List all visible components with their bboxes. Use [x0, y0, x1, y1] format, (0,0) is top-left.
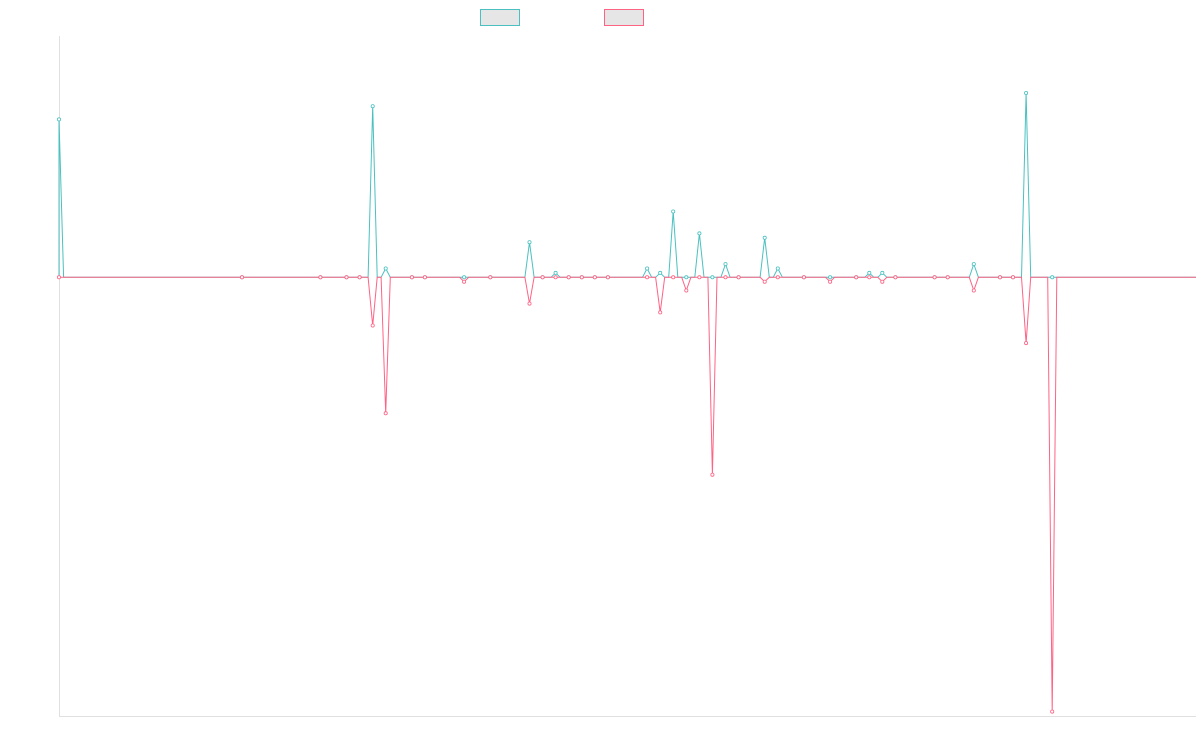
data-point-s1-19[interactable]: [658, 270, 663, 275]
data-point-s2-6[interactable]: [383, 411, 388, 416]
data-point-s1-18[interactable]: [645, 266, 650, 271]
data-point-s1-32[interactable]: [880, 270, 885, 275]
data-point-s2-24[interactable]: [723, 275, 728, 280]
data-point-s1-13[interactable]: [553, 270, 558, 275]
data-point-s2-8[interactable]: [422, 275, 427, 280]
data-point-s2-26[interactable]: [762, 279, 767, 284]
data-point-s2-27[interactable]: [775, 275, 780, 280]
data-point-s2-4[interactable]: [357, 275, 362, 280]
legend-swatch-series-1[interactable]: [480, 9, 520, 26]
data-point-s1-9[interactable]: [462, 275, 467, 280]
data-point-s2-20[interactable]: [671, 275, 676, 280]
data-point-s2-9[interactable]: [462, 279, 467, 284]
data-point-s1-26[interactable]: [762, 235, 767, 240]
data-point-s1-36[interactable]: [971, 262, 976, 267]
data-point-s2-1[interactable]: [239, 275, 244, 280]
data-point-s2-38[interactable]: [1011, 275, 1016, 280]
data-point-s2-11[interactable]: [527, 301, 532, 306]
data-point-s1-6[interactable]: [383, 266, 388, 271]
data-point-s2-5[interactable]: [370, 323, 375, 328]
data-point-s1-23[interactable]: [710, 275, 715, 280]
data-point-s2-14[interactable]: [566, 275, 571, 280]
data-point-s2-25[interactable]: [736, 275, 741, 280]
data-point-s2-34[interactable]: [932, 275, 937, 280]
data-point-s2-18[interactable]: [645, 275, 650, 280]
data-point-s2-10[interactable]: [488, 275, 493, 280]
data-point-s2-32[interactable]: [880, 279, 885, 284]
data-point-s2-29[interactable]: [828, 279, 833, 284]
data-point-s2-33[interactable]: [893, 275, 898, 280]
data-point-s2-15[interactable]: [579, 275, 584, 280]
data-point-s2-39[interactable]: [1024, 341, 1029, 346]
data-point-s1-0[interactable]: [57, 117, 62, 122]
data-point-s2-21[interactable]: [684, 288, 689, 293]
data-point-s1-39[interactable]: [1024, 91, 1029, 96]
data-point-s2-31[interactable]: [867, 275, 872, 280]
data-point-s1-21[interactable]: [684, 275, 689, 280]
data-point-s1-27[interactable]: [775, 266, 780, 271]
data-point-s2-19[interactable]: [658, 310, 663, 315]
data-point-s1-20[interactable]: [671, 209, 676, 214]
data-point-s2-17[interactable]: [605, 275, 610, 280]
legend-swatch-series-2[interactable]: [604, 9, 644, 26]
data-point-s2-22[interactable]: [697, 275, 702, 280]
data-point-s2-28[interactable]: [801, 275, 806, 280]
data-point-s2-37[interactable]: [998, 275, 1003, 280]
data-point-s2-3[interactable]: [344, 275, 349, 280]
data-point-s1-22[interactable]: [697, 231, 702, 236]
data-point-s1-31[interactable]: [867, 270, 872, 275]
data-point-s2-36[interactable]: [971, 288, 976, 293]
data-point-s2-23[interactable]: [710, 472, 715, 477]
data-point-s1-40[interactable]: [1050, 275, 1055, 280]
data-point-s2-35[interactable]: [945, 275, 950, 280]
series-line-1: [58, 92, 1196, 278]
data-point-s2-12[interactable]: [540, 275, 545, 280]
data-point-s2-2[interactable]: [318, 275, 323, 280]
data-point-s2-40[interactable]: [1050, 709, 1055, 714]
data-point-s1-29[interactable]: [828, 275, 833, 280]
data-point-s1-24[interactable]: [723, 262, 728, 267]
data-point-s2-7[interactable]: [409, 275, 414, 280]
data-point-s2-30[interactable]: [854, 275, 859, 280]
series-layer: [57, 91, 1196, 714]
data-point-s2-0[interactable]: [57, 275, 62, 280]
data-point-s1-5[interactable]: [370, 104, 375, 109]
data-point-s2-16[interactable]: [592, 275, 597, 280]
data-point-s1-11[interactable]: [527, 240, 532, 245]
data-point-s2-13[interactable]: [553, 275, 558, 280]
